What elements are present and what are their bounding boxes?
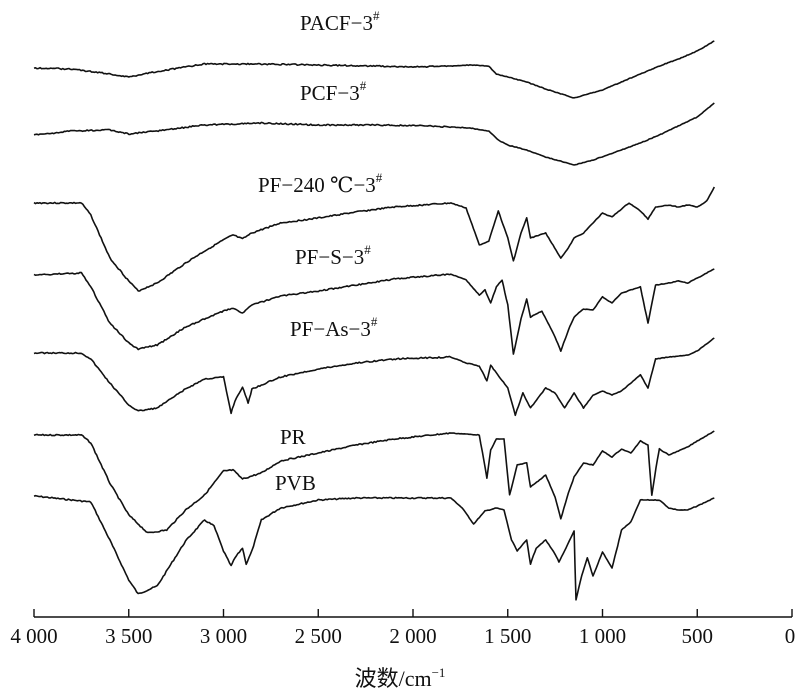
x-tick-label: 0 (785, 624, 796, 648)
x-axis-title-text: 波数/cm (355, 666, 432, 691)
series-label-superscript: # (373, 8, 380, 23)
series-label-text: PF−As−3 (290, 317, 371, 341)
series-line-2 (33, 102, 715, 166)
series-label-group: PACF−3#PCF−3#PF−240 ℃−3#PF−S−3#PF−As−3#P… (258, 8, 383, 495)
series-group (33, 40, 716, 601)
series-label-1: PACF−3# (300, 8, 380, 35)
x-tick-label: 3 500 (105, 624, 152, 648)
x-tick-label: 4 000 (10, 624, 57, 648)
x-tick-label: 2 500 (295, 624, 342, 648)
series-label-6: PR (280, 425, 306, 449)
series-label-2: PCF−3# (300, 78, 367, 105)
series-label-text: PF−S−3 (295, 245, 364, 269)
series-label-3: PF−240 ℃−3# (258, 170, 383, 197)
series-label-text: PACF−3 (300, 11, 373, 35)
series-label-5: PF−As−3# (290, 314, 378, 341)
series-line-7 (33, 494, 715, 601)
series-label-text: PCF−3 (300, 81, 360, 105)
x-tick-label: 3 000 (200, 624, 247, 648)
x-tick-label: 1 000 (579, 624, 626, 648)
series-label-7: PVB (275, 471, 316, 495)
x-axis-title: 波数/cm−1 (355, 665, 446, 691)
series-label-text: PVB (275, 471, 316, 495)
series-line-3 (33, 186, 716, 292)
series-line-6 (33, 430, 715, 534)
x-tick-label: 2 000 (389, 624, 436, 648)
series-label-text: PR (280, 425, 306, 449)
series-label-superscript: # (371, 314, 378, 329)
series-label-superscript: # (376, 170, 383, 185)
series-line-1 (33, 40, 715, 99)
series-label-text: PF−240 ℃−3 (258, 173, 376, 197)
x-tick-group: 4 000 3 500 3 000 2 500 2 000 1 500 1 000 500 0 (10, 609, 795, 648)
x-tick-label: 1 500 (484, 624, 531, 648)
series-label-superscript: # (364, 242, 371, 257)
series-label-superscript: # (360, 78, 367, 93)
x-axis-title-superscript: −1 (432, 665, 446, 680)
series-label-4: PF−S−3# (295, 242, 371, 269)
x-tick-label: 500 (682, 624, 714, 648)
series-line-5 (33, 337, 715, 417)
series-line-4 (33, 268, 715, 355)
